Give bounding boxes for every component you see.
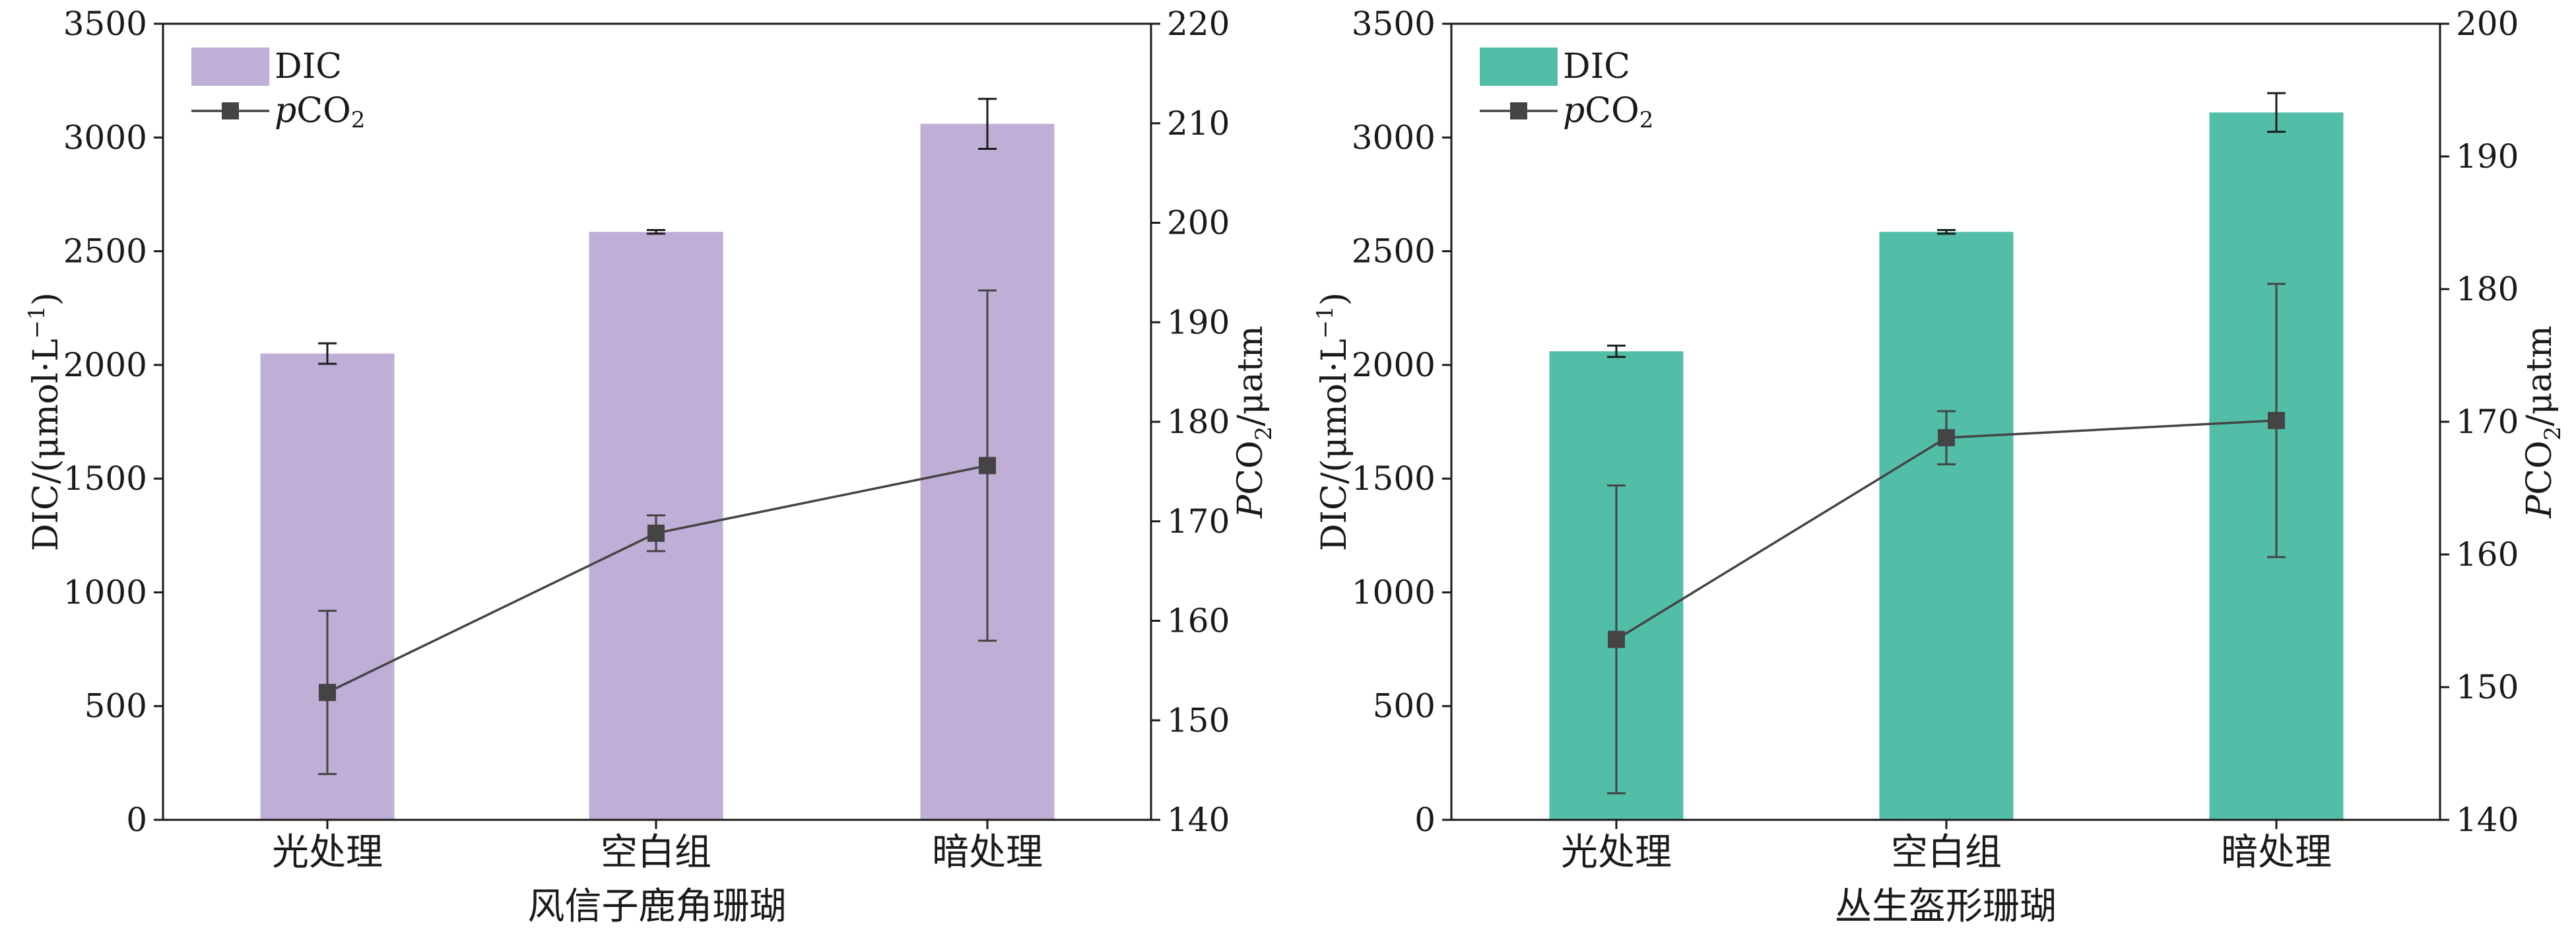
right-axis-title-sub: 2 xyxy=(1251,426,1277,441)
legend-line-label-text: p xyxy=(1563,91,1585,131)
right-tick-label: 190 xyxy=(1167,303,1230,341)
left-tick-label: 2500 xyxy=(1352,232,1436,271)
left-tick-label: 2500 xyxy=(63,232,147,271)
right-tick-label: 150 xyxy=(1167,701,1230,739)
right-axis-title: PCO2/μatm xyxy=(1231,325,1277,519)
legend: DIC pCO2 xyxy=(191,47,365,133)
category-label: 暗处理 xyxy=(2221,831,2332,874)
left-tick-label: 1000 xyxy=(63,573,147,611)
legend-line-marker xyxy=(222,102,239,119)
category-label: 暗处理 xyxy=(932,831,1043,874)
left-tick-label: 3500 xyxy=(63,5,147,43)
dic-error-bar xyxy=(1937,229,1956,235)
left-axis-title-text: ) xyxy=(1315,292,1354,306)
pco2-marker xyxy=(1938,429,1955,447)
legend-line-label: pCO2 xyxy=(275,91,365,133)
right-tick-label: 180 xyxy=(2456,270,2519,308)
left-tick-label: 2000 xyxy=(63,346,147,384)
dic-error-bar xyxy=(2267,92,2286,133)
left-axis-title: DIC/(μmol·L−1) xyxy=(1312,292,1354,551)
right-axis-title-text: /μatm xyxy=(2520,325,2559,426)
right-tick-label: 160 xyxy=(2456,535,2519,574)
left-tick-label: 3500 xyxy=(1352,5,1436,43)
left-tick-label: 500 xyxy=(1373,687,1436,725)
right-axis-title-sub: 2 xyxy=(2540,426,2566,441)
right-tick-label: 160 xyxy=(1167,602,1230,640)
x-axis-title: 风信子鹿角珊瑚 xyxy=(528,885,787,928)
category-label: 空白组 xyxy=(1891,831,2002,874)
right-tick-label: 180 xyxy=(1167,403,1230,441)
right-axis-title: PCO2/μatm xyxy=(2520,325,2566,519)
dic-error-bar xyxy=(647,229,665,235)
right-tick-label: 140 xyxy=(2456,801,2519,839)
right-tick-label: 220 xyxy=(1167,5,1230,43)
right-tick-label: 170 xyxy=(2456,403,2519,441)
left-tick-label: 0 xyxy=(1414,801,1436,839)
dic-bar xyxy=(1879,232,2014,820)
right-tick-label: 190 xyxy=(2456,137,2519,176)
left-tick-label: 500 xyxy=(84,687,147,725)
right-axis-title-text: /μatm xyxy=(1231,325,1271,426)
dic-error-bar xyxy=(978,98,997,150)
chart-panel-1: 0 500 1000 1500 2000 2500 3000 3500 140 150 160 170… xyxy=(24,5,1277,928)
left-tick-label: 3000 xyxy=(1352,118,1436,156)
pco2-marker xyxy=(319,684,336,702)
legend-line-label-sub: 2 xyxy=(351,107,366,133)
right-axis-title-text: P xyxy=(1231,494,1271,519)
legend-line-label-text: CO xyxy=(296,91,350,131)
dic-error-bar xyxy=(1607,345,1626,358)
right-tick-label: 200 xyxy=(1167,204,1230,242)
category-label: 光处理 xyxy=(272,831,383,874)
legend-line-label-text: p xyxy=(275,91,296,131)
category-label: 空白组 xyxy=(601,831,711,874)
left-axis-title-text: ) xyxy=(26,292,66,306)
category-label: 光处理 xyxy=(1561,831,1672,874)
legend-line-marker xyxy=(1510,102,1527,119)
legend-bar-label: DIC xyxy=(1563,47,1630,86)
left-tick-label: 1500 xyxy=(1352,459,1436,498)
right-tick-label: 210 xyxy=(1167,104,1230,143)
x-axis-title: 丛生盔形珊瑚 xyxy=(1835,885,2057,928)
left-axis-title-sup: −1 xyxy=(24,306,50,339)
legend-line-label: pCO2 xyxy=(1563,91,1653,133)
right-tick-label: 170 xyxy=(1167,502,1230,541)
left-axis-title: DIC/(μmol·L−1) xyxy=(24,292,66,551)
legend-bar-swatch xyxy=(1480,48,1558,86)
pco2-marker xyxy=(2268,411,2285,429)
left-tick-label: 1000 xyxy=(1352,573,1436,611)
pco2-marker xyxy=(1608,630,1625,648)
left-tick-label: 0 xyxy=(126,801,147,839)
left-axis-title-text: DIC/(μmol·L xyxy=(1315,339,1354,551)
right-axis-title-text: P xyxy=(2520,494,2559,519)
pco2-marker xyxy=(979,457,996,475)
right-tick-label: 200 xyxy=(2456,5,2519,43)
left-axis-title-text: DIC/(μmol·L xyxy=(26,339,66,551)
legend: DIC pCO2 xyxy=(1480,47,1653,133)
legend-bar-label: DIC xyxy=(275,47,342,86)
right-tick-label: 140 xyxy=(1167,801,1230,839)
right-tick-label: 150 xyxy=(2456,668,2519,706)
legend-bar-swatch xyxy=(191,48,269,86)
right-axis-title-text: CO xyxy=(1231,440,1271,494)
left-axis-title-sup: −1 xyxy=(1312,306,1338,339)
pco2-marker xyxy=(647,524,665,542)
legend-line-label-text: CO xyxy=(1585,91,1639,131)
chart-panel-2: 0 500 1000 1500 2000 2500 3000 3500 140 150 160 170… xyxy=(1312,5,2566,928)
right-axis-title-text: CO xyxy=(2520,440,2559,494)
left-tick-label: 3000 xyxy=(63,118,147,156)
left-tick-label: 2000 xyxy=(1352,346,1436,384)
dic-error-bar xyxy=(318,342,337,365)
legend-line-label-sub: 2 xyxy=(1639,107,1654,133)
left-tick-label: 1500 xyxy=(63,459,147,498)
